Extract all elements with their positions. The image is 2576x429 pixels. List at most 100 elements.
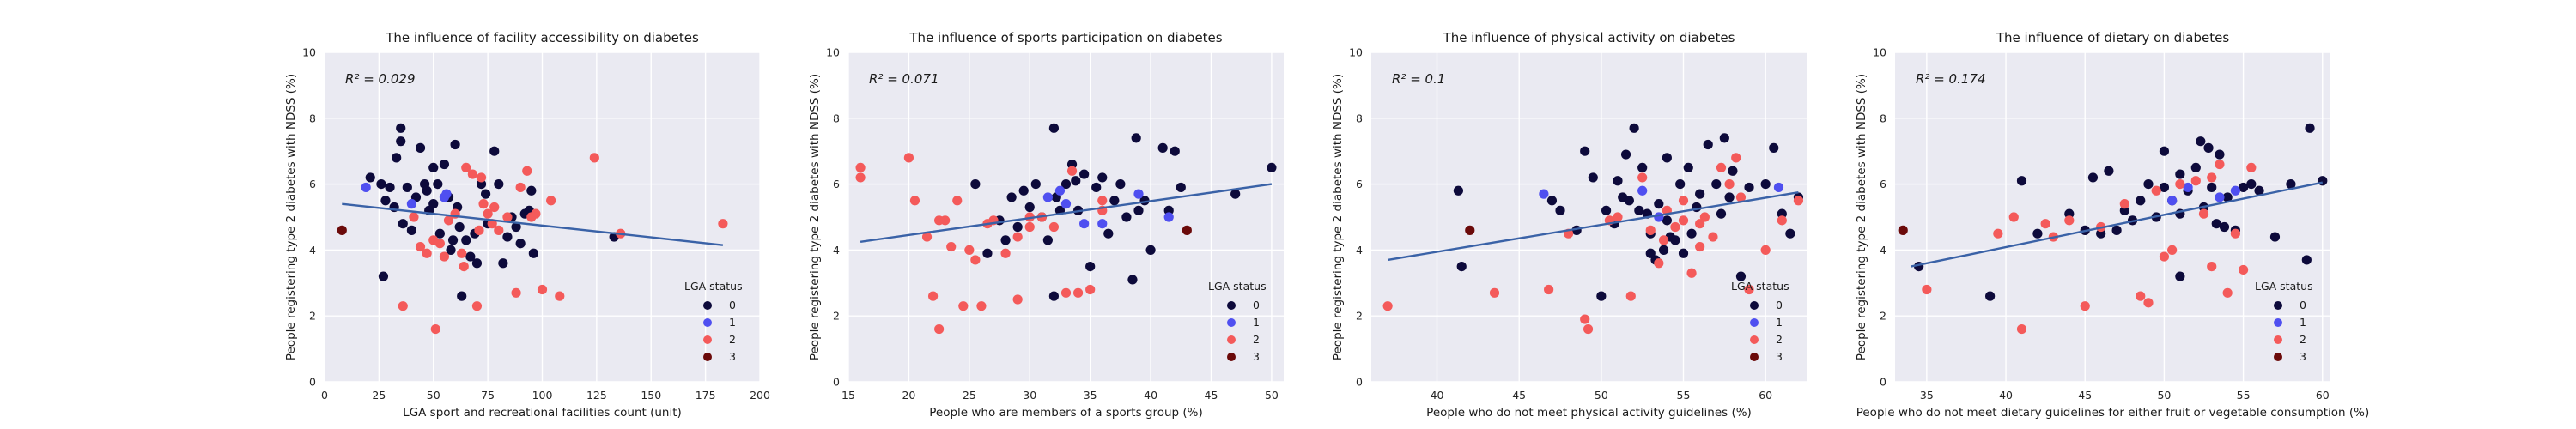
legend-label: 3 — [729, 350, 736, 363]
data-point-lga-0 — [1654, 199, 1664, 209]
data-point-lga-1 — [441, 189, 452, 199]
data-point-lga-0 — [1634, 205, 1644, 215]
data-point-lga-0 — [1267, 162, 1277, 172]
data-point-lga-2 — [1382, 301, 1393, 311]
data-point-lga-2 — [457, 248, 467, 258]
data-point-lga-2 — [1583, 323, 1594, 335]
data-point-lga-0 — [2286, 179, 2296, 190]
data-point-lga-2 — [1097, 196, 1108, 206]
data-point-lga-2 — [1544, 284, 1554, 295]
data-point-lga-2 — [2159, 251, 2170, 262]
data-point-lga-2 — [718, 219, 728, 229]
data-point-lga-0 — [457, 291, 467, 301]
data-point-lga-2 — [1580, 314, 1590, 324]
data-point-lga-2 — [555, 291, 565, 301]
legend-marker-1 — [1227, 318, 1236, 327]
data-point-lga-0 — [1683, 162, 1693, 172]
legend-marker-2 — [2274, 335, 2282, 344]
data-point-lga-2 — [934, 323, 945, 335]
legend-label: 2 — [1776, 333, 1783, 346]
data-point-lga-0 — [1662, 153, 1672, 163]
data-point-lga-0 — [433, 179, 443, 190]
data-point-lga-2 — [471, 301, 483, 311]
data-point-lga-2 — [531, 208, 541, 219]
data-point-lga-2 — [2008, 212, 2019, 222]
data-point-lga-0 — [1580, 146, 1590, 156]
data-point-lga-0 — [2239, 182, 2249, 193]
data-point-lga-2 — [443, 215, 454, 226]
data-point-lga-0 — [1456, 262, 1467, 272]
data-point-lga-0 — [1115, 179, 1126, 190]
data-point-lga-0 — [1024, 202, 1035, 213]
data-point-lga-0 — [480, 189, 491, 199]
data-point-lga-1 — [361, 182, 371, 193]
data-point-lga-2 — [546, 196, 556, 206]
data-point-lga-0 — [1555, 205, 1565, 215]
data-point-lga-2 — [1735, 192, 1747, 202]
x-tick-label: 45 — [1205, 389, 1218, 402]
data-point-lga-3 — [1465, 225, 1475, 235]
data-point-lga-0 — [2119, 205, 2129, 215]
data-point-lga-0 — [1596, 291, 1607, 301]
data-point-lga-0 — [365, 172, 375, 183]
data-point-lga-0 — [2222, 192, 2233, 202]
legend-marker-3 — [1227, 353, 1236, 361]
x-tick-label: 20 — [902, 389, 915, 402]
data-point-lga-2 — [1489, 287, 1500, 298]
data-point-lga-2 — [398, 301, 408, 311]
data-point-lga-2 — [2175, 179, 2185, 190]
r-squared-annotation: R² = 0.029 — [345, 71, 415, 87]
data-point-lga-0 — [1085, 262, 1096, 272]
data-point-lga-0 — [2032, 228, 2043, 239]
data-point-lga-0 — [2096, 228, 2106, 239]
data-point-lga-0 — [2196, 136, 2206, 147]
data-point-lga-0 — [1695, 189, 1705, 199]
data-point-lga-0 — [461, 235, 471, 245]
x-tick-label: 100 — [532, 389, 553, 402]
data-point-lga-0 — [1170, 146, 1180, 156]
data-point-lga-0 — [1042, 235, 1053, 245]
data-point-lga-0 — [1131, 133, 1141, 143]
data-point-lga-0 — [1060, 179, 1072, 190]
data-point-lga-0 — [1678, 248, 1689, 258]
data-point-lga-2 — [855, 172, 866, 183]
data-point-lga-0 — [970, 179, 981, 190]
data-point-lga-2 — [2143, 298, 2154, 308]
data-point-lga-2 — [1686, 268, 1697, 278]
y-axis-label: People registering type 2 diabetes with … — [1855, 74, 1868, 360]
y-tick-label: 8 — [1880, 112, 1886, 124]
data-point-lga-2 — [909, 196, 920, 206]
data-point-lga-0 — [1079, 169, 1090, 179]
legend-marker-1 — [1750, 318, 1759, 327]
y-axis-label: People registering type 2 diabetes with … — [1331, 74, 1345, 360]
r-squared-annotation: R² = 0.1 — [1392, 71, 1445, 87]
data-point-lga-0 — [1071, 176, 1081, 186]
data-point-lga-0 — [1613, 176, 1623, 186]
data-point-lga-0 — [392, 153, 402, 163]
data-point-lga-0 — [494, 179, 504, 190]
data-point-lga-2 — [1708, 232, 1718, 242]
data-point-lga-0 — [402, 182, 412, 193]
data-point-lga-2 — [1699, 212, 1710, 222]
y-tick-label: 8 — [833, 112, 840, 124]
legend-marker-3 — [2274, 353, 2282, 361]
y-axis-label: People registering type 2 diabetes with … — [284, 74, 298, 360]
y-tick-label: 4 — [309, 244, 316, 257]
y-tick-label: 10 — [302, 46, 316, 59]
data-point-lga-0 — [1728, 166, 1738, 176]
x-tick-label: 50 — [2157, 389, 2171, 402]
data-point-lga-0 — [2064, 208, 2075, 219]
x-axis-label: People who do not meet dietary guideline… — [1856, 406, 2370, 420]
data-point-lga-3 — [1898, 225, 1908, 235]
data-point-lga-0 — [2159, 182, 2170, 193]
data-point-lga-2 — [2207, 262, 2217, 272]
r-squared-annotation: R² = 0.071 — [869, 71, 939, 87]
data-point-lga-0 — [2087, 172, 2099, 183]
x-tick-label: 50 — [1595, 389, 1608, 402]
data-point-lga-0 — [1645, 248, 1656, 258]
data-point-lga-2 — [2239, 264, 2249, 275]
x-tick-label: 25 — [963, 389, 976, 402]
data-point-lga-2 — [1654, 258, 1664, 269]
